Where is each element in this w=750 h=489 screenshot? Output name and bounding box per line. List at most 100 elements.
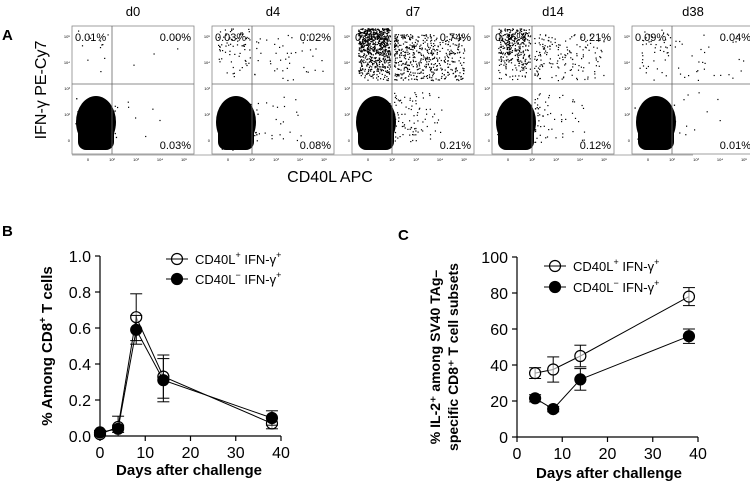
flow-plot-title: d14: [542, 4, 564, 19]
chart-b-y-tick-label: 0.6: [69, 321, 91, 338]
flow-plot-x-tick: 10⁵: [321, 157, 327, 162]
flow-plot-x-tick: 10⁵: [181, 157, 187, 162]
flow-plot-x-tick: 10³: [273, 157, 279, 162]
flow-plot-events: [218, 28, 324, 142]
flow-plot-title: d38: [682, 4, 704, 19]
chart-b-data-point: [157, 374, 170, 387]
chart-c-data-point: [574, 373, 587, 386]
flow-plot-y-tick: 10³: [344, 86, 350, 91]
flow-plot-x-tick: 10²: [529, 157, 535, 162]
flow-plot-y-tick: 10⁴: [624, 60, 630, 65]
flow-plot-x-tick: 0: [87, 157, 90, 162]
chart-b-y-tick-label: 0.4: [69, 357, 91, 374]
flow-plot-x-tick: 10²: [669, 157, 675, 162]
flow-plot-y-tick: 10²: [204, 112, 210, 117]
chart-b-x-tick-label: 20: [182, 445, 200, 462]
flow-plot-x-tick: 10⁵: [461, 157, 467, 162]
flow-plot-y-tick: 10⁴: [344, 60, 350, 65]
flow-plot-upper-right-pct: 0.02%: [300, 32, 331, 44]
chart-b-x-tick-label: 40: [272, 445, 290, 462]
flow-plot-lower-right-pct: 0.03%: [160, 140, 191, 152]
flow-plot-y-tick: 10⁵: [64, 34, 70, 39]
flow-plot-title: d4: [266, 4, 280, 19]
chart-b-y-tick-label: 0.8: [69, 285, 91, 302]
panel-c-x-axis-label: Days after challenge: [536, 465, 682, 482]
flow-plot-y-tick: 0: [208, 138, 211, 143]
panel-b-x-axis-label: Days after challenge: [116, 462, 262, 479]
panel-c-letter: C: [398, 227, 409, 244]
chart-c-x-tick-label: 10: [553, 446, 571, 463]
flow-plot-x-tick: 10⁴: [157, 157, 163, 162]
flow-plot-y-tick: 0: [348, 138, 351, 143]
flow-plot-y-tick: 10³: [64, 86, 70, 91]
chart-c-data-point: [528, 367, 542, 380]
chart-c-data-point: [574, 349, 587, 363]
chart-c-series-cd40l-pos: [528, 287, 696, 383]
flow-plot-y-tick: 10⁵: [624, 34, 630, 39]
legend-c-entry-1: CD40L+ IFN-γ+: [573, 257, 659, 274]
flow-plot-y-tick: 10²: [64, 112, 70, 117]
flow-plot-x-tick: 10³: [693, 157, 699, 162]
chart-c-data-point: [682, 330, 696, 343]
flow-plot-y-tick: 10³: [624, 86, 630, 91]
flow-plot-d4: d4 10⁵ 10⁴ 10³ 10² 0 0 10² 10³ 10⁴ 10⁵ 0.03% 0.02% 0.…: [204, 4, 335, 162]
flow-plot-upper-left-pct: 0.96%: [355, 32, 386, 44]
chart-c-data-point: [528, 392, 542, 405]
chart-c-y-tick-label: 20: [490, 394, 508, 411]
chart-c-y-tick-label: 0: [499, 430, 508, 447]
flow-plot-upper-left-pct: 0.09%: [635, 32, 666, 44]
flow-plot-x-tick: 0: [367, 157, 370, 162]
chart-c-x-tick-label: 20: [599, 446, 617, 463]
flow-plot-title: d7: [406, 4, 420, 19]
flow-plot-events: [639, 29, 745, 136]
chart-c-y-tick-label: 40: [490, 358, 508, 375]
flow-plot-lower-right-pct: 0.01%: [720, 140, 750, 152]
chart-b-series-line: [99, 315, 273, 435]
chart-c-y-tick-label: 80: [490, 286, 508, 303]
chart-c-y-tick-label: 100: [481, 250, 508, 267]
flow-plot-title: d0: [126, 4, 140, 19]
flow-plot-d38: d38 10⁵ 10⁴ 10³ 10² 0 0 10² 10³ 10⁴ 10⁵ 0.09% 0.04% 0…: [624, 4, 750, 162]
flow-plot-y-tick: 10⁴: [484, 60, 490, 65]
panel-c-y-axis-label-line1: % IL-2⁺ among SV40 TAg–: [427, 270, 443, 445]
flow-plot-x-tick: 10²: [389, 157, 395, 162]
flow-plot-lower-right-pct: 0.12%: [580, 140, 611, 152]
flow-plot-upper-left-pct: 0.03%: [215, 32, 246, 44]
flow-plot-x-tick: 10²: [109, 157, 115, 162]
flow-plot-x-tick: 10⁵: [601, 157, 607, 162]
chart-c-data-point: [547, 363, 560, 376]
chart-c: 0 20 40 60 80 100 0 10 20 30 40: [481, 250, 707, 463]
flow-plot-x-tick: 10⁴: [577, 157, 583, 162]
flow-plot-y-tick: 10⁵: [204, 34, 210, 39]
flow-plot-upper-right-pct: 0.00%: [160, 32, 191, 44]
flow-plot-events: [78, 30, 179, 138]
flow-plot-y-tick: 10⁴: [204, 60, 210, 65]
flow-plot-x-tick: 10³: [553, 157, 559, 162]
flow-plot-y-tick: 10²: [624, 112, 630, 117]
chart-b-y-tick-label: 0.0: [69, 429, 91, 446]
chart-b-x-tick-label: 0: [96, 445, 105, 462]
chart-c-data-point: [547, 403, 560, 416]
chart-b-series-cd40l-pos: [93, 293, 279, 441]
flow-plot-x-tick: 10⁵: [741, 157, 747, 162]
panel-c-y-axis-label-line2: specific CD8⁺ T cell subsets: [445, 263, 461, 451]
flow-plot-upper-right-pct: 0.04%: [720, 32, 750, 44]
chart-c-series-line: [534, 335, 690, 410]
flow-plot-upper-right-pct: 0.21%: [580, 32, 611, 44]
flow-plot-events: [498, 28, 605, 143]
panel-a-x-axis-label: CD40L APC: [287, 169, 373, 186]
flow-plot-x-tick: 10⁴: [297, 157, 303, 162]
flow-plot-y-tick: 10³: [204, 86, 210, 91]
chart-c-series-line: [535, 296, 690, 374]
flow-plot-events: [358, 28, 466, 143]
panel-a-letter: A: [2, 27, 13, 44]
flow-plot-lower-right-pct: 0.08%: [300, 140, 331, 152]
chart-b-data-point: [93, 426, 107, 439]
flow-plot-y-tick: 10³: [484, 86, 490, 91]
flow-plot-d14: d14 10⁵ 10⁴ 10³ 10² 0 0 10² 10³ 10⁴ 10⁵ 0.36% 0.21% 0…: [484, 4, 615, 162]
chart-c-series-cd40l-neg: [528, 328, 696, 416]
chart-c-x-tick-label: 40: [689, 446, 707, 463]
flow-plot-x-tick: 10⁴: [437, 157, 443, 162]
chart-b-data-point: [130, 323, 143, 336]
chart-b-data-point: [111, 422, 125, 435]
